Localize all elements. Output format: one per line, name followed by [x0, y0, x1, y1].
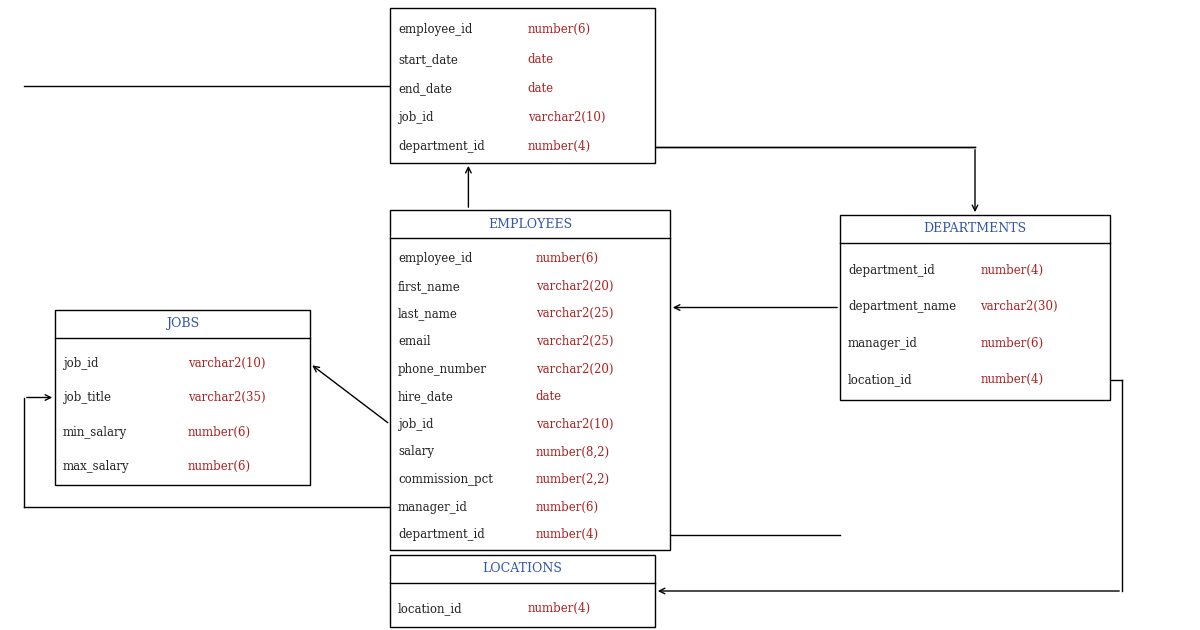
Text: number(2,2): number(2,2): [535, 473, 610, 486]
Text: varchar2(10): varchar2(10): [187, 357, 265, 370]
Text: number(4): number(4): [980, 264, 1044, 277]
Text: DEPARTMENTS: DEPARTMENTS: [924, 222, 1026, 236]
Text: JOBS: JOBS: [166, 318, 199, 331]
Text: max_salary: max_salary: [64, 460, 130, 472]
Text: department_id: department_id: [848, 264, 935, 277]
Text: salary: salary: [398, 445, 434, 459]
Text: job_id: job_id: [398, 418, 433, 431]
Text: employee_id: employee_id: [398, 23, 473, 37]
Text: varchar2(25): varchar2(25): [535, 335, 613, 348]
Text: date: date: [528, 53, 554, 66]
Bar: [390, 555, 655, 627]
Text: last_name: last_name: [398, 307, 458, 321]
Text: date: date: [535, 390, 562, 403]
Text: start_date: start_date: [398, 53, 458, 66]
Text: commission_pct: commission_pct: [398, 473, 493, 486]
Text: number(6): number(6): [187, 425, 251, 438]
Text: end_date: end_date: [398, 82, 452, 95]
Text: LOCATIONS: LOCATIONS: [482, 563, 563, 575]
Bar: [840, 215, 1110, 400]
Text: hire_date: hire_date: [398, 390, 454, 403]
Text: number(4): number(4): [528, 140, 590, 154]
Text: job_title: job_title: [64, 391, 112, 404]
Text: job_id: job_id: [64, 357, 98, 370]
Text: varchar2(10): varchar2(10): [535, 418, 613, 431]
Text: varchar2(30): varchar2(30): [980, 301, 1058, 313]
Text: number(6): number(6): [535, 252, 599, 265]
Text: manager_id: manager_id: [848, 337, 918, 350]
Text: first_name: first_name: [398, 280, 461, 293]
Text: location_id: location_id: [848, 374, 913, 386]
Bar: [390, 210, 670, 550]
Text: number(6): number(6): [980, 337, 1044, 350]
Text: varchar2(35): varchar2(35): [187, 391, 265, 404]
Text: number(4): number(4): [535, 529, 599, 541]
Text: varchar2(25): varchar2(25): [535, 307, 613, 321]
Text: manager_id: manager_id: [398, 501, 468, 513]
Text: varchar2(10): varchar2(10): [528, 111, 605, 124]
Text: varchar2(20): varchar2(20): [535, 280, 613, 293]
Text: EMPLOYEES: EMPLOYEES: [488, 217, 572, 231]
Text: number(8,2): number(8,2): [535, 445, 610, 459]
Text: date: date: [528, 82, 554, 95]
Text: department_id: department_id: [398, 140, 485, 154]
Text: number(4): number(4): [528, 602, 590, 615]
Text: min_salary: min_salary: [64, 425, 127, 438]
Text: department_name: department_name: [848, 301, 956, 313]
Bar: [390, 8, 655, 163]
Text: varchar2(20): varchar2(20): [535, 363, 613, 375]
Text: job_id: job_id: [398, 111, 433, 124]
Text: employee_id: employee_id: [398, 252, 473, 265]
Text: number(6): number(6): [535, 501, 599, 513]
Text: phone_number: phone_number: [398, 363, 487, 375]
Bar: [55, 310, 310, 485]
Text: location_id: location_id: [398, 602, 463, 615]
Text: number(4): number(4): [980, 374, 1044, 386]
Text: number(6): number(6): [187, 460, 251, 472]
Text: email: email: [398, 335, 431, 348]
Text: number(6): number(6): [528, 23, 590, 37]
Text: department_id: department_id: [398, 529, 485, 541]
